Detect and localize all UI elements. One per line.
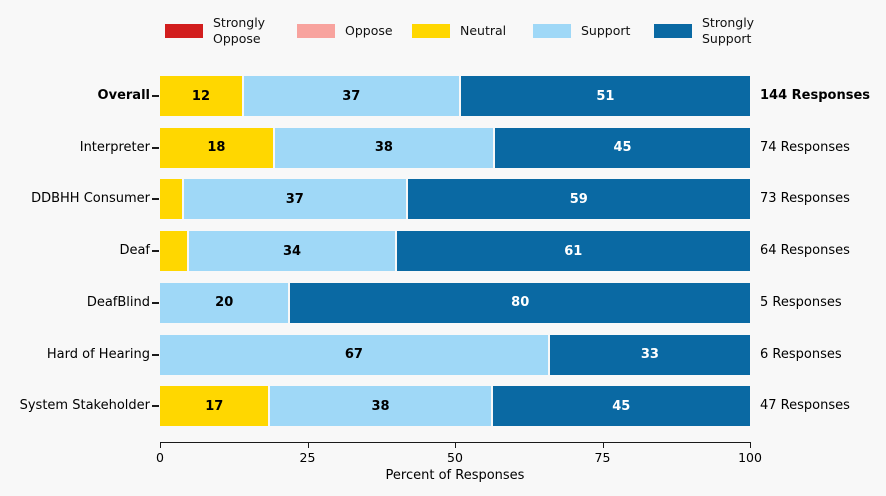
legend-swatch-icon (165, 24, 203, 38)
segment-value-label: 38 (374, 140, 393, 156)
x-tick-mark (307, 443, 309, 448)
bar-segment-strongly-support: 80 (290, 282, 750, 323)
stacked-bar: 18 38 45 (160, 127, 750, 168)
x-tick-label: 100 (738, 450, 762, 465)
category-label: Overall (97, 88, 150, 103)
bar-segment-neutral: 12 (160, 76, 242, 116)
x-tick-label: 25 (299, 450, 316, 465)
bar-row-deafblind: DeafBlind 20 80 5 Responses (0, 282, 886, 323)
category-label: Interpreter (79, 139, 150, 155)
segment-value-label: 80 (511, 295, 530, 311)
bar-segment-strongly-support: 33 (549, 334, 750, 375)
responses-count-label: 64 Responses (760, 243, 850, 259)
bar-row-ddbhh-consumer: DDBHH Consumer 37 59 73 Responses (0, 179, 886, 220)
x-tick-mark (160, 443, 161, 448)
y-tick-mark (152, 301, 159, 304)
segment-value-label: 45 (613, 140, 632, 156)
x-tick-mark (602, 443, 604, 448)
x-axis-title: Percent of Responses (385, 468, 525, 483)
stacked-bar: 67 33 (160, 334, 750, 375)
bar-row-interpreter: Interpreter 18 38 45 74 Responses (0, 127, 886, 168)
legend-item-neutral: Neutral (412, 12, 506, 50)
segment-value-label: 17 (205, 398, 224, 414)
stacked-bar: 20 80 (160, 282, 750, 323)
bar-segment-neutral: 18 (160, 127, 273, 168)
category-label: System Stakeholder (19, 398, 150, 414)
legend-swatch-icon (297, 24, 335, 38)
bar-segment-strongly-support: 45 (495, 127, 750, 168)
segment-value-label: 34 (282, 243, 302, 259)
segment-value-label: 12 (191, 88, 210, 104)
x-tick-mark (455, 443, 456, 448)
category-label: DDBHH Consumer (31, 191, 150, 207)
segment-value-label: 61 (564, 243, 583, 259)
y-tick-mark (152, 146, 159, 149)
legend-label: Strongly Oppose (213, 14, 266, 47)
bar-row-hard-of-hearing: Hard of Hearing 67 33 6 Responses (0, 334, 886, 375)
segment-value-label: 18 (207, 140, 226, 156)
responses-count-label: 74 Responses (760, 139, 850, 155)
responses-count-label: 5 Responses (760, 294, 842, 310)
stacked-bar: 12 37 51 (160, 76, 750, 116)
legend-swatch-icon (412, 24, 450, 38)
y-tick-mark (152, 250, 159, 253)
stacked-bar: 37 59 (160, 179, 751, 220)
legend-label: Support (581, 22, 631, 38)
bar-segment-strongly-support: 61 (396, 231, 750, 272)
y-tick-mark (152, 95, 159, 97)
segment-value-label: 33 (640, 347, 659, 363)
bar-row-deaf: Deaf 34 61 64 Responses (0, 231, 886, 272)
legend-item-support: Support (533, 12, 630, 50)
bar-segment-strongly-support: 45 (492, 386, 750, 427)
x-tick-label: 50 (447, 450, 463, 465)
bar-segment-support: 38 (274, 127, 493, 168)
legend-label: Neutral (460, 22, 507, 38)
segment-value-label: 20 (215, 295, 234, 311)
bar-segment-neutral: 17 (160, 386, 269, 427)
legend-label: Oppose (345, 22, 393, 38)
y-tick-mark (152, 198, 159, 201)
segment-value-label: 37 (342, 88, 361, 104)
legend-label: Strongly Support (702, 14, 755, 47)
legend-item-oppose: Oppose (297, 12, 393, 50)
legend-item-strongly-oppose: Strongly Oppose (165, 12, 265, 50)
segment-value-label: 38 (371, 398, 390, 414)
responses-count-label: 47 Responses (760, 398, 850, 414)
segment-value-label: 59 (569, 191, 588, 207)
bar-segment-support: 37 (243, 76, 459, 116)
x-axis-line (160, 442, 751, 443)
responses-count-label: 144 Responses (760, 88, 871, 103)
stacked-bar: 17 38 45 (160, 386, 750, 427)
responses-count-label: 73 Responses (760, 191, 850, 207)
bar-segment-strongly-support: 51 (460, 76, 750, 116)
segment-value-label: 51 (596, 88, 615, 104)
category-label: Deaf (119, 243, 150, 259)
segment-value-label: 37 (285, 191, 304, 207)
y-tick-mark (152, 405, 159, 408)
x-tick-label: 75 (594, 450, 611, 465)
legend-swatch-icon (654, 24, 692, 38)
bar-segment-support: 20 (160, 282, 289, 323)
x-tick-label: 0 (156, 450, 164, 465)
segment-value-label: 67 (344, 347, 363, 363)
bar-segment-strongly-support: 59 (407, 179, 751, 220)
bar-segment-support: 67 (160, 334, 548, 375)
bar-segment-neutral (160, 231, 188, 272)
legend-swatch-icon (533, 24, 571, 38)
segment-value-label: 45 (612, 398, 631, 414)
category-label: Hard of Hearing (46, 346, 150, 362)
bar-segment-neutral (160, 179, 182, 220)
legend-item-strongly-support: Strongly Support (654, 12, 754, 50)
bar-row-system-stakeholder: System Stakeholder 17 38 45 47 Responses (0, 386, 886, 427)
bar-row-overall: Overall 12 37 51 144 Responses (0, 76, 886, 116)
responses-count-label: 6 Responses (760, 346, 842, 362)
y-tick-mark (152, 353, 159, 356)
stacked-bar: 34 61 (160, 231, 750, 272)
bar-segment-support: 37 (184, 179, 406, 220)
x-tick-mark (750, 443, 751, 448)
bar-segment-support: 38 (270, 386, 491, 427)
bar-segment-support: 34 (189, 231, 395, 272)
category-label: DeafBlind (86, 294, 150, 310)
